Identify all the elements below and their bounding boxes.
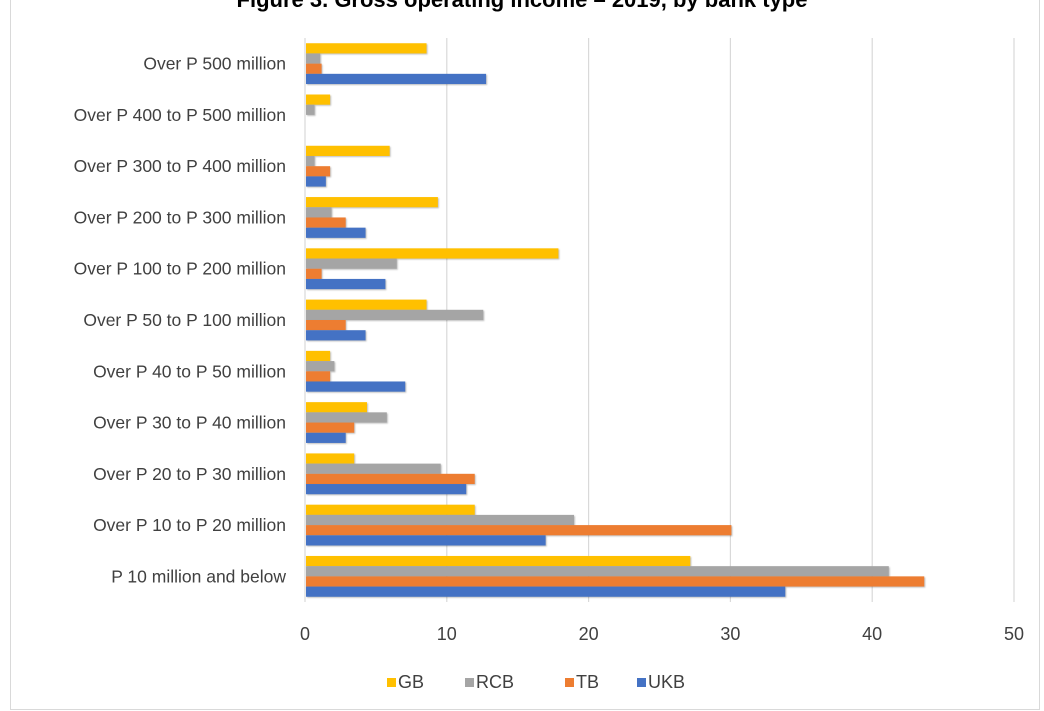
bar-tb-6 [306, 371, 331, 382]
category-label-4: Over P 100 to P 200 million [74, 259, 286, 279]
bars [306, 43, 925, 597]
category-label-5: Over P 50 to P 100 million [83, 310, 286, 330]
bar-tb-9 [306, 525, 732, 536]
bar-ukb-9 [306, 535, 546, 546]
legend-label-rcb: RCB [476, 672, 514, 692]
bar-tb-5 [306, 320, 346, 331]
bar-tb-0 [306, 63, 322, 74]
bar-gb-3 [306, 197, 438, 208]
category-label-7: Over P 30 to P 40 million [93, 413, 286, 433]
bar-ukb-4 [306, 278, 386, 290]
legend-label-tb: TB [576, 672, 599, 692]
tick-label-5: 50 [1004, 624, 1024, 644]
legend-swatch-ukb [637, 678, 646, 687]
bar-gb-1 [306, 94, 331, 105]
bar-rcb-3 [306, 207, 332, 218]
bar-gb-9 [306, 504, 475, 515]
bar-rcb-0 [306, 53, 321, 64]
category-label-0: Over P 500 million [143, 54, 286, 74]
bar-tb-7 [306, 422, 355, 433]
legend-swatch-gb [387, 678, 396, 687]
bar-gb-10 [306, 555, 691, 567]
legend-label-gb: GB [398, 672, 424, 692]
category-label-2: Over P 300 to P 400 million [74, 156, 286, 176]
tick-labels: 0 10 20 30 40 50 [300, 624, 1024, 644]
category-label-1: Over P 400 to P 500 million [74, 105, 286, 125]
gridlines [304, 38, 1015, 602]
bar-rcb-2 [306, 155, 315, 167]
bar-gb-5 [306, 299, 427, 310]
bar-ukb-0 [306, 73, 487, 85]
bar-ukb-10 [306, 586, 786, 597]
bar-rcb-4 [306, 258, 397, 269]
tick-label-0: 0 [300, 624, 310, 644]
category-label-6: Over P 40 to P 50 million [93, 361, 286, 381]
bar-rcb-6 [306, 361, 335, 372]
bar-gb-0 [306, 43, 427, 54]
tick-label-1: 10 [437, 624, 457, 644]
bar-gb-4 [306, 248, 559, 259]
bar-tb-4 [306, 268, 322, 279]
bar-rcb-10 [306, 566, 889, 577]
bar-rcb-1 [306, 104, 315, 115]
bar-rcb-7 [306, 412, 387, 423]
bar-gb-8 [306, 453, 355, 464]
tick-label-4: 40 [862, 624, 882, 644]
legend-swatch-rcb [465, 678, 474, 687]
tick-label-3: 30 [720, 624, 740, 644]
legend-swatch-tb [565, 678, 574, 687]
bar-ukb-6 [306, 381, 406, 392]
bar-gb-6 [306, 350, 331, 362]
bar-gb-2 [306, 145, 390, 156]
bar-rcb-9 [306, 514, 575, 526]
bar-tb-3 [306, 217, 346, 228]
bar-ukb-3 [306, 227, 366, 238]
legend: GB RCB TB UKB [387, 672, 685, 692]
bar-gb-7 [306, 402, 367, 413]
chart-title: Figure 3. Gross operating income – 2019,… [0, 0, 1044, 13]
category-label-3: Over P 200 to P 300 million [74, 207, 286, 227]
bar-rcb-5 [306, 309, 484, 320]
bar-ukb-5 [306, 330, 366, 341]
bar-tb-10 [306, 576, 925, 587]
legend-label-ukb: UKB [648, 672, 685, 692]
category-label-9: Over P 10 to P 20 million [93, 515, 286, 535]
bar-ukb-7 [306, 432, 346, 443]
bar-rcb-8 [306, 463, 441, 474]
bar-tb-8 [306, 473, 475, 485]
bar-ukb-2 [306, 176, 326, 187]
category-labels: Over P 500 million Over P 400 to P 500 mi… [74, 54, 287, 587]
bar-tb-2 [306, 166, 331, 177]
category-label-10: P 10 million and below [111, 566, 286, 586]
category-label-8: Over P 20 to P 30 million [93, 464, 286, 484]
tick-label-2: 20 [579, 624, 599, 644]
bar-ukb-8 [306, 484, 467, 495]
